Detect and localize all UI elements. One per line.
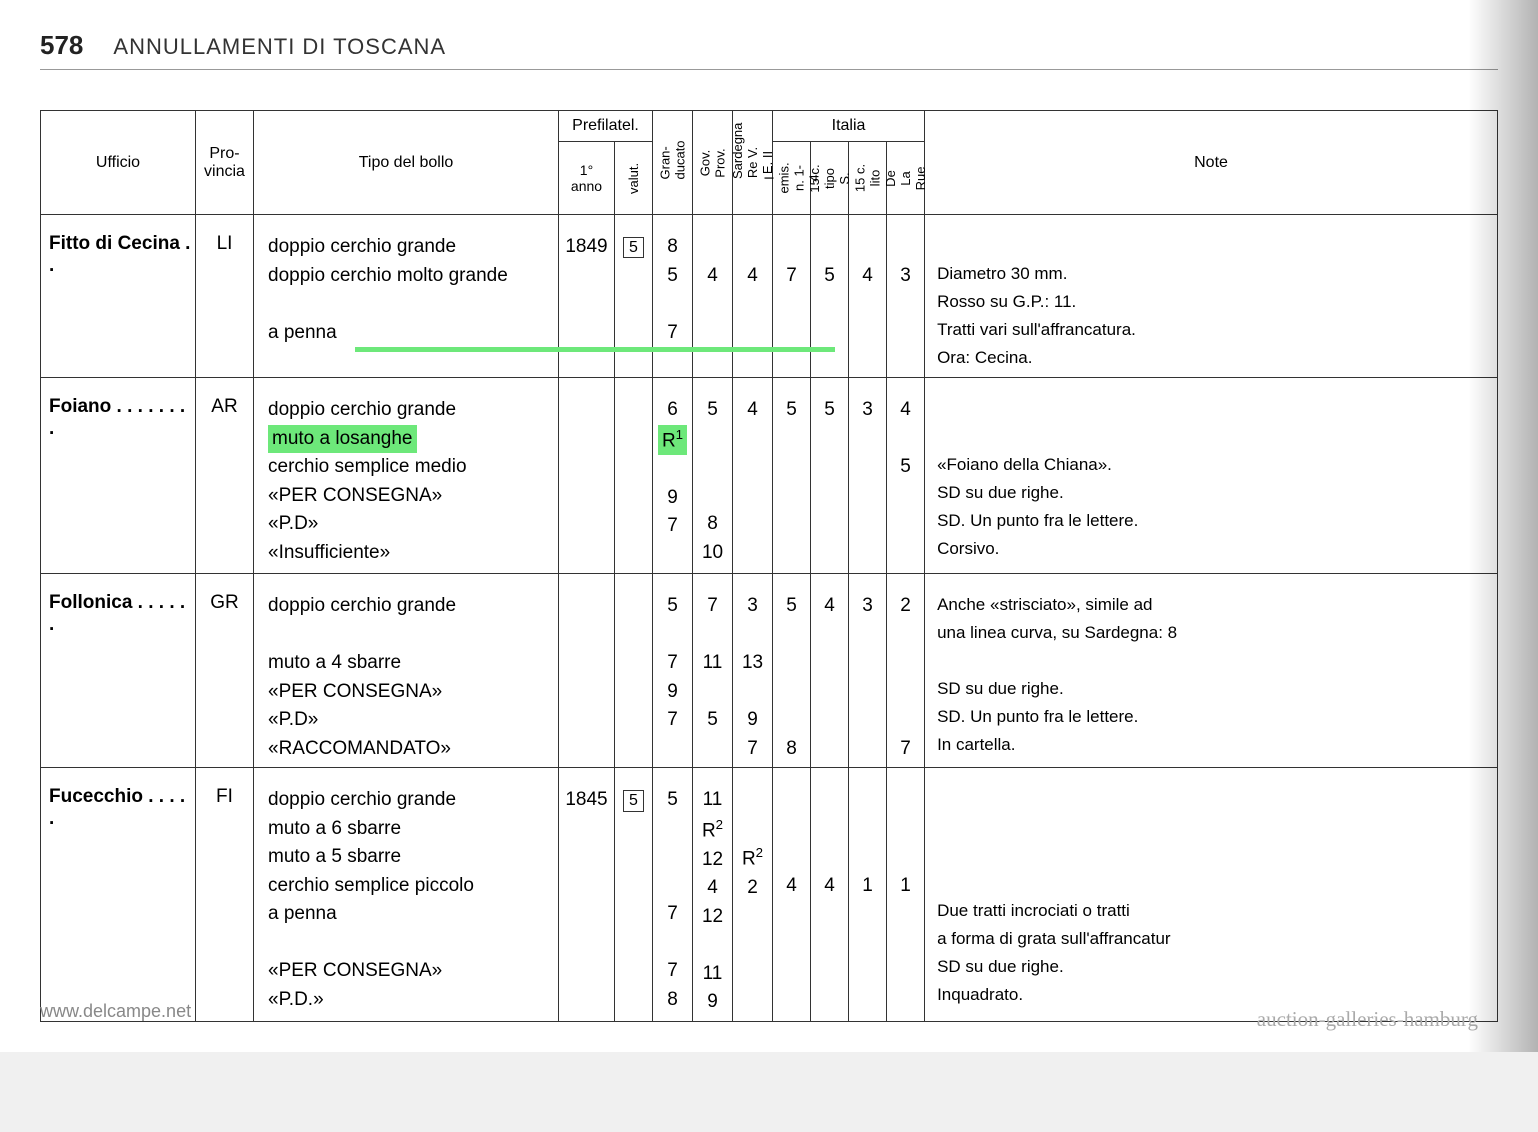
- prov-cell: LI: [196, 215, 254, 378]
- th-granducato: Gran- ducato: [653, 111, 693, 215]
- th-italia: Italia: [773, 111, 925, 142]
- tipo-cell: doppio cerchio grandemuto a 6 sbarremuto…: [254, 768, 559, 1021]
- th-govprov: Gov. Prov.: [693, 111, 733, 215]
- num-cell-cell: 5: [811, 378, 849, 574]
- num-cell-cell: 3 13 97: [733, 574, 773, 768]
- num-cell-cell: 5 797: [653, 574, 693, 768]
- num-cell-cell: 6R1 97: [653, 378, 693, 574]
- num-cell-cell: 11R212412 119: [693, 768, 733, 1021]
- num-cell-cell: 5 8: [773, 574, 811, 768]
- tipo-cell: doppio cerchio grande muto a 4 sbarre«PE…: [254, 574, 559, 768]
- th-it4: De La Rue: [887, 142, 925, 215]
- th-prefilatel: Prefilatel.: [559, 111, 653, 142]
- prov-cell: AR: [196, 378, 254, 574]
- num-cell-cell: 1849: [559, 215, 615, 378]
- note-cell: Diametro 30 mm.Rosso su G.P.: 11.Tratti …: [925, 215, 1498, 378]
- th-anno: 1° anno: [559, 142, 615, 215]
- ufficio-cell: Fucecchio . . . . .: [41, 768, 196, 1021]
- num-cell-cell: 5: [811, 215, 849, 378]
- watermark: www.delcampe.net: [40, 1001, 191, 1022]
- page-number: 578: [40, 30, 83, 61]
- th-it3: 15 c. lito: [849, 142, 887, 215]
- num-cell-cell: 4: [811, 574, 849, 768]
- num-cell-cell: 5 7 78: [653, 768, 693, 1021]
- th-it1: I emis. n. 1-4: [773, 142, 811, 215]
- num-cell-cell: 5: [615, 215, 653, 378]
- ufficio-cell: Foiano . . . . . . . .: [41, 378, 196, 574]
- note-cell: «Foiano della Chiana».SD su due righe.SD…: [925, 378, 1498, 574]
- th-valut: valut.: [615, 142, 653, 215]
- th-it2: 15 c. tipo S.: [811, 142, 849, 215]
- num-cell-cell: [615, 574, 653, 768]
- num-cell-cell: 85 7: [653, 215, 693, 378]
- num-cell-cell: 4: [733, 215, 773, 378]
- num-cell-cell: [615, 378, 653, 574]
- num-cell-cell: 3: [849, 378, 887, 574]
- num-cell-cell: [559, 378, 615, 574]
- table-row: Fucecchio . . . . .FIdoppio cerchio gran…: [41, 768, 1498, 1021]
- num-cell-cell: 3: [887, 215, 925, 378]
- th-ufficio: Ufficio: [41, 111, 196, 215]
- prov-cell: FI: [196, 768, 254, 1021]
- table-row: Fitto di Cecina . .LIdoppio cerchio gran…: [41, 215, 1498, 378]
- num-cell-cell: 1: [849, 768, 887, 1021]
- num-cell-cell: 3: [849, 574, 887, 768]
- num-cell-cell: 4: [733, 378, 773, 574]
- auction-credit: auction-galleries-hamburg: [1257, 1007, 1478, 1032]
- num-cell-cell: 7 11 5: [693, 574, 733, 768]
- num-cell-cell: 7: [773, 215, 811, 378]
- num-cell-cell: 2 7: [887, 574, 925, 768]
- prov-cell: GR: [196, 574, 254, 768]
- tipo-cell: doppio cerchio grandemuto a losanghecerc…: [254, 378, 559, 574]
- table-row: Foiano . . . . . . . .ARdoppio cerchio g…: [41, 378, 1498, 574]
- th-note: Note: [925, 111, 1498, 215]
- num-cell-cell: 4: [773, 768, 811, 1021]
- num-cell-cell: 5 810: [693, 378, 733, 574]
- th-provincia: Pro- vincia: [196, 111, 254, 215]
- page-title: ANNULLAMENTI DI TOSCANA: [113, 34, 446, 60]
- num-cell-cell: 5: [773, 378, 811, 574]
- note-cell: Due tratti incrociati o trattia forma di…: [925, 768, 1498, 1021]
- ufficio-cell: Fitto di Cecina . .: [41, 215, 196, 378]
- num-cell-cell: 1845: [559, 768, 615, 1021]
- tipo-cell: doppio cerchio grandedoppio cerchio molt…: [254, 215, 559, 378]
- table-row: Follonica . . . . . .GRdoppio cerchio gr…: [41, 574, 1498, 768]
- page-header: 578 ANNULLAMENTI DI TOSCANA: [40, 30, 1498, 70]
- num-cell-cell: 4: [811, 768, 849, 1021]
- num-cell-cell: 5: [615, 768, 653, 1021]
- num-cell-cell: R22: [733, 768, 773, 1021]
- th-tipo: Tipo del bollo: [254, 111, 559, 215]
- catalog-table: Ufficio Pro- vincia Tipo del bollo Prefi…: [40, 110, 1498, 1022]
- note-cell: Anche «strisciato», simile aduna linea c…: [925, 574, 1498, 768]
- num-cell-cell: [559, 574, 615, 768]
- ufficio-cell: Follonica . . . . . .: [41, 574, 196, 768]
- num-cell-cell: 4: [693, 215, 733, 378]
- num-cell-cell: 1: [887, 768, 925, 1021]
- num-cell-cell: 4 5: [887, 378, 925, 574]
- num-cell-cell: 4: [849, 215, 887, 378]
